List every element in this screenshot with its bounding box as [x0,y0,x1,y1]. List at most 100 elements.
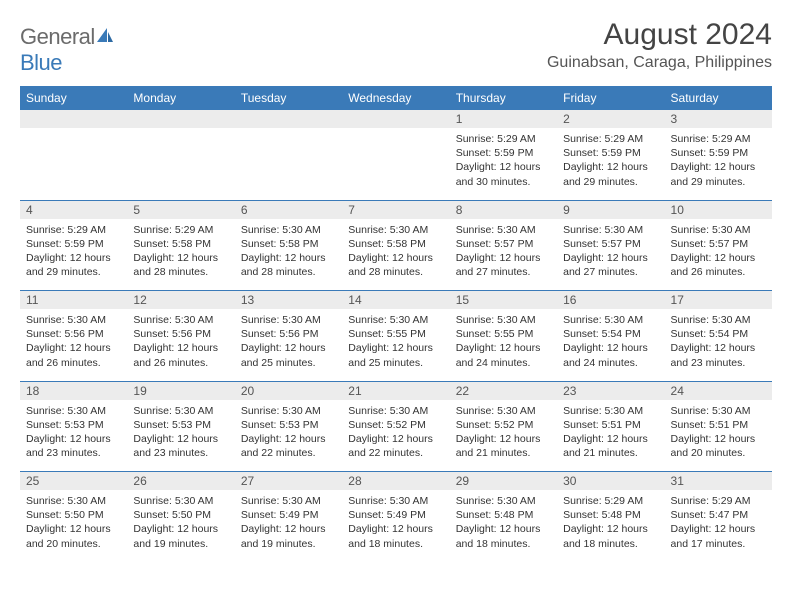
day-number-cell: 9 [557,200,664,219]
daynum-row: 123 [20,110,772,129]
sunrise-line: Sunrise: 5:30 AM [26,405,106,417]
sunrise-line: Sunrise: 5:30 AM [671,314,751,326]
sunset-line: Sunset: 5:49 PM [241,509,319,521]
sunrise-line: Sunrise: 5:30 AM [563,224,643,236]
sunrise-line: Sunrise: 5:30 AM [348,224,428,236]
daylight-line: Daylight: 12 hours and 20 minutes. [671,433,756,459]
daylight-line: Daylight: 12 hours and 28 minutes. [348,252,433,278]
day-content-cell: Sunrise: 5:29 AMSunset: 5:59 PMDaylight:… [20,219,127,291]
sunset-line: Sunset: 5:48 PM [456,509,534,521]
daylight-line: Daylight: 12 hours and 30 minutes. [456,161,541,187]
sunset-line: Sunset: 5:52 PM [348,419,426,431]
weekday-header: Wednesday [342,87,449,110]
title-block: August 2024 Guinabsan, Caraga, Philippin… [547,18,772,72]
daylight-line: Daylight: 12 hours and 18 minutes. [348,523,433,549]
weekday-header: Monday [127,87,234,110]
day-number-cell: 17 [665,291,772,310]
day-number-cell: 27 [235,472,342,491]
day-content-cell: Sunrise: 5:30 AM Sunset: 5:48 PM Daylight:… [450,490,557,562]
day-content-cell: Sunrise: 5:30 AMSunset: 5:58 PMDaylight:… [235,219,342,291]
day-number-cell: 15 [450,291,557,310]
day-content-cell: Sunrise: 5:30 AMSunset: 5:52 PMDaylight:… [450,400,557,472]
sunrise-line: Sunrise: 5:30 AM [563,405,643,417]
daylight-line: Daylight: 12 hours and 27 minutes. [456,252,541,278]
sunrise-line: Sunrise: 5:30 AM [671,224,751,236]
sunset-line: Sunset: 5:53 PM [26,419,104,431]
daylight-line: Daylight: 12 hours and 22 minutes. [348,433,433,459]
sunset-line: Sunset: 5:52 PM [456,419,534,431]
daylight-line: Daylight: 12 hours and 26 minutes. [671,252,756,278]
day-content-cell [235,128,342,200]
logo: GeneralBlue [20,24,115,76]
sunset-line: Sunset: 5:57 PM [671,238,749,250]
location: Guinabsan, Caraga, Philippines [547,54,772,72]
sunrise-line: Sunrise: 5:30 AM [241,314,321,326]
logo-sail-icon [95,24,115,50]
day-content-cell: Sunrise: 5:30 AMSunset: 5:54 PMDaylight:… [665,309,772,381]
day-content-cell: Sunrise: 5:29 AMSunset: 5:47 PMDaylight:… [665,490,772,562]
daylight-line: Daylight: 12 hours and 28 minutes. [133,252,218,278]
day-content-cell: Sunrise: 5:29 AMSunset: 5:59 PMDaylight:… [450,128,557,200]
day-content-cell: Sunrise: 5:30 AMSunset: 5:56 PMDaylight:… [127,309,234,381]
sunset-line: Sunset: 5:59 PM [563,147,641,159]
day-number-cell: 2 [557,110,664,129]
day-content-cell: Sunrise: 5:30 AMSunset: 5:51 PMDaylight:… [665,400,772,472]
sunset-line: Sunset: 5:56 PM [26,328,104,340]
day-content-cell: Sunrise: 5:30 AMSunset: 5:50 PMDaylight:… [127,490,234,562]
day-number-cell: 4 [20,200,127,219]
day-content-cell: Sunrise: 5:30 AMSunset: 5:57 PMDaylight:… [557,219,664,291]
sunrise-line: Sunrise: 5:30 AM [563,314,643,326]
sunrise-line: Sunrise: 5:30 AM [456,495,536,507]
sunset-line: Sunset: 5:58 PM [348,238,426,250]
daynum-row: 11121314151617 [20,291,772,310]
day-number-cell: 14 [342,291,449,310]
sunrise-line: Sunrise: 5:30 AM [26,314,106,326]
daylight-line: Daylight: 12 hours and 29 minutes. [563,161,648,187]
sunrise-line: Sunrise: 5:30 AM [348,495,428,507]
sunset-line: Sunset: 5:53 PM [133,419,211,431]
sunset-line: Sunset: 5:55 PM [456,328,534,340]
sunrise-line: Sunrise: 5:30 AM [348,405,428,417]
sunrise-line: Sunrise: 5:29 AM [133,224,213,236]
daylight-line: Daylight: 12 hours and 26 minutes. [133,342,218,368]
day-number-cell: 10 [665,200,772,219]
day-number-cell: 20 [235,381,342,400]
sunrise-line: Sunrise: 5:30 AM [456,314,536,326]
sunrise-line: Sunrise: 5:29 AM [563,133,643,145]
day-content-cell [127,128,234,200]
daylight-line: Daylight: 12 hours and 18 minutes. [456,523,541,549]
day-content-cell: Sunrise: 5:30 AMSunset: 5:53 PMDaylight:… [20,400,127,472]
content-row: Sunrise: 5:30 AM Sunset: 5:56 PM Daylight:… [20,309,772,381]
daylight-line: Daylight: 12 hours and 23 minutes. [133,433,218,459]
day-content-cell: Sunrise: 5:30 AMSunset: 5:55 PMDaylight:… [342,309,449,381]
day-number-cell: 30 [557,472,664,491]
day-content-cell: Sunrise: 5:30 AM Sunset: 5:52 PM Daylight:… [342,400,449,472]
weekday-header: Friday [557,87,664,110]
sunset-line: Sunset: 5:57 PM [456,238,534,250]
daylight-line: Daylight: 12 hours and 27 minutes. [563,252,648,278]
sunrise-line: Sunrise: 5:29 AM [563,495,643,507]
day-number-cell: 1 [450,110,557,129]
sunset-line: Sunset: 5:54 PM [563,328,641,340]
day-number-cell [342,110,449,129]
sunset-line: Sunset: 5:55 PM [348,328,426,340]
sunrise-line: Sunrise: 5:30 AM [456,405,536,417]
day-content-cell: Sunrise: 5:29 AM Sunset: 5:59 PM Daylight:… [557,128,664,200]
content-row: Sunrise: 5:30 AM Sunset: 5:53 PM Daylight:… [20,400,772,472]
daylight-line: Daylight: 12 hours and 19 minutes. [241,523,326,549]
daylight-line: Daylight: 12 hours and 19 minutes. [133,523,218,549]
day-number-cell: 18 [20,381,127,400]
day-number-cell [127,110,234,129]
day-number-cell: 3 [665,110,772,129]
day-number-cell: 31 [665,472,772,491]
daynum-row: 25262728293031 [20,472,772,491]
daylight-line: Daylight: 12 hours and 25 minutes. [348,342,433,368]
sunrise-line: Sunrise: 5:30 AM [133,495,213,507]
logo-text: GeneralBlue [20,24,115,76]
logo-text-general: General [20,24,95,49]
day-number-cell: 13 [235,291,342,310]
sunset-line: Sunset: 5:53 PM [241,419,319,431]
sunrise-line: Sunrise: 5:29 AM [26,224,106,236]
sunset-line: Sunset: 5:59 PM [671,147,749,159]
calendar-body: 123 Sunrise: 5:29 AM Sunset: 5:59 PM Dayli… [20,110,772,563]
